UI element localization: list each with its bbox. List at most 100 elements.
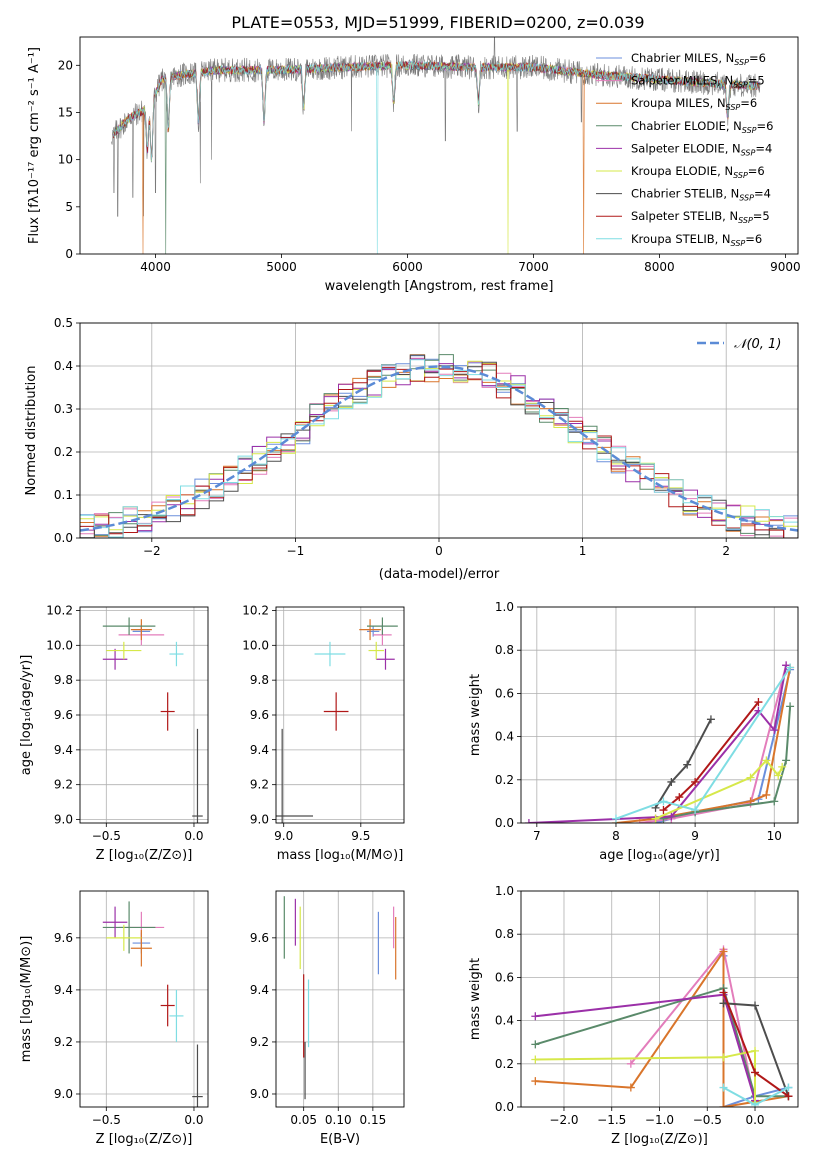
weight-marker-kroupa_miles [531,1077,540,1086]
weight-marker-salpeter_stelib [659,806,668,815]
weight-marker-kroupa_stelib [691,806,700,815]
y-tick-label: 9.2 [54,778,73,792]
x-axis-label: E(B-V) [320,1132,360,1147]
mass-vs-metallicity-panel: −0.5 0.0 9.0 9.2 9.4 9.6 Z [log₁₀(Z/Z⊙)] mass [… [19,890,209,1147]
weight-marker-salpeter_stelib [784,1092,793,1101]
mass-vs-ebv-marks [283,896,397,1100]
axes-frame [520,606,799,824]
weight-marker-salpeter_stelib [691,777,700,786]
weight-vs-age-marks [524,661,795,823]
weight-marker-kroupa_elodie [762,756,771,765]
weight-marker-kroupa_elodie [778,762,787,771]
weight-marker-salpeter_elodie [531,1012,540,1021]
legend-label-kroupa_miles: Kroupa MILES, NSSP=6 [631,96,757,112]
histogram-lines [80,354,798,538]
x-tick-label: 0.15 [360,1113,387,1127]
x-tick-label: −0.5 [92,1113,121,1127]
y-tick-label: 9.0 [250,1087,269,1101]
y-tick-label: 1.0 [495,884,514,898]
weight-marker-kroupa_stelib [719,1083,728,1092]
y-tick-label: 1.0 [495,600,514,614]
weight-marker-kroupa_miles [626,1083,635,1092]
y-axis-label: Flux [fλ10⁻¹⁷ erg cm⁻² s⁻¹ A⁻¹] [27,47,42,244]
x-tick-label: 0.0 [184,1113,203,1127]
age-vs-mass-panel: 9.0 9.5 9.0 9.2 9.4 9.6 9.8 10.0 10.2 mass [log₁₀… [242,603,405,863]
y-tick-label: 9.4 [54,983,73,997]
y-tick-label: 0.3 [54,402,73,416]
y-tick-label: 0.8 [495,927,514,941]
y-tick-label: 20 [58,58,73,72]
y-tick-label: 0.0 [495,816,514,830]
x-tick-label: −1.0 [645,1113,674,1127]
weight-marker-salpeter_stelib [675,793,684,802]
axes-frame [79,606,209,824]
y-tick-label: 0.4 [54,359,73,373]
y-tick-label: 0.5 [54,316,73,330]
y-axis-label: mass weight [468,674,483,756]
y-tick-label: 0.0 [54,531,73,545]
x-axis-label: Z [log₁₀(Z/Z⊙)] [96,848,193,863]
x-tick-label: 0.0 [184,829,203,843]
x-tick-label: 9.0 [274,829,293,843]
weight-marker-chabrier_stelib [683,760,692,769]
weight-marker-kroupa_stelib [784,1083,793,1092]
legend-label-gaussian: 𝒩(0, 1) [734,337,781,352]
weight-marker-kroupa_miles [762,790,771,799]
weight-marker-kroupa_elodie [751,1046,760,1055]
weight-marker-chabrier_elodie [786,702,795,711]
y-tick-label: 9.8 [250,673,269,687]
legend-label-chabrier_elodie: Chabrier ELODIE, NSSP=6 [631,119,773,135]
weight-marker-chabrier_stelib [706,715,715,724]
axes-frame [520,890,799,1108]
x-tick-label: 1 [579,544,587,558]
weight-marker-chabrier_stelib [751,1001,760,1010]
age-vs-metallicity-marks [102,617,203,823]
weight-marker-kroupa_elodie [774,771,783,780]
y-tick-label: 9.6 [54,708,73,722]
x-tick-label: −1.5 [597,1113,626,1127]
y-tick-label: 0.8 [495,643,514,657]
weight-marker-kroupa_stelib [786,663,795,672]
weight-marker-kroupa_elodie [651,814,660,823]
weight-marker-kroupa_miles [719,1103,728,1107]
x-tick-label: 6000 [392,260,423,274]
y-axis-label: age [log₁₀(age/yr)] [19,655,34,776]
weight-marker-kroupa_stelib [659,797,668,806]
x-tick-label: −0.5 [693,1113,722,1127]
y-tick-label: 9.8 [54,673,73,687]
y-tick-label: 0.4 [495,1014,514,1028]
y-tick-label: 9.6 [250,708,269,722]
y-tick-label: 15 [58,105,73,119]
x-tick-label: −2 [143,544,161,558]
x-axis-label: wavelength [Angstrom, rest frame] [325,279,554,294]
y-tick-label: 10.2 [46,603,73,617]
y-tick-label: 0.2 [495,773,514,787]
y-tick-label: 9.2 [54,1035,73,1049]
x-tick-label: −2.0 [549,1113,578,1127]
y-tick-label: 5 [65,200,73,214]
age-vs-mass-marks [276,617,398,823]
y-tick-label: 0 [65,247,73,261]
x-tick-label: 0 [435,544,443,558]
y-tick-label: 9.6 [250,931,269,945]
weight-vs-metallicity-panel: −2.0 −1.5 −1.0 −0.5 0.0 0.0 0.2 0.4 0.6 0.8 1.0 Z [… [468,884,799,1147]
y-tick-label: 10.0 [242,638,269,652]
x-tick-label: 10 [767,829,782,843]
weight-marker-chabrier_stelib [719,999,728,1008]
axes-frame [79,322,799,539]
x-tick-label: 8000 [644,260,675,274]
weight-marker-kroupa_miles [719,947,728,956]
x-tick-label: 0.10 [325,1113,352,1127]
weight-marker-chabrier_stelib [667,777,676,786]
axes-frame [79,890,209,1108]
y-tick-label: 0.0 [495,1100,514,1114]
mass-vs-metallicity-marks [102,901,203,1107]
x-tick-label: 9000 [770,260,801,274]
figure-title: PLATE=0553, MJD=51999, FIBERID=0200, z=0… [231,13,644,32]
x-tick-label: 7 [533,829,541,843]
x-tick-label: 9 [691,829,699,843]
weight-line-chabrier_stelib [654,718,712,809]
y-tick-label: 9.0 [250,813,269,827]
